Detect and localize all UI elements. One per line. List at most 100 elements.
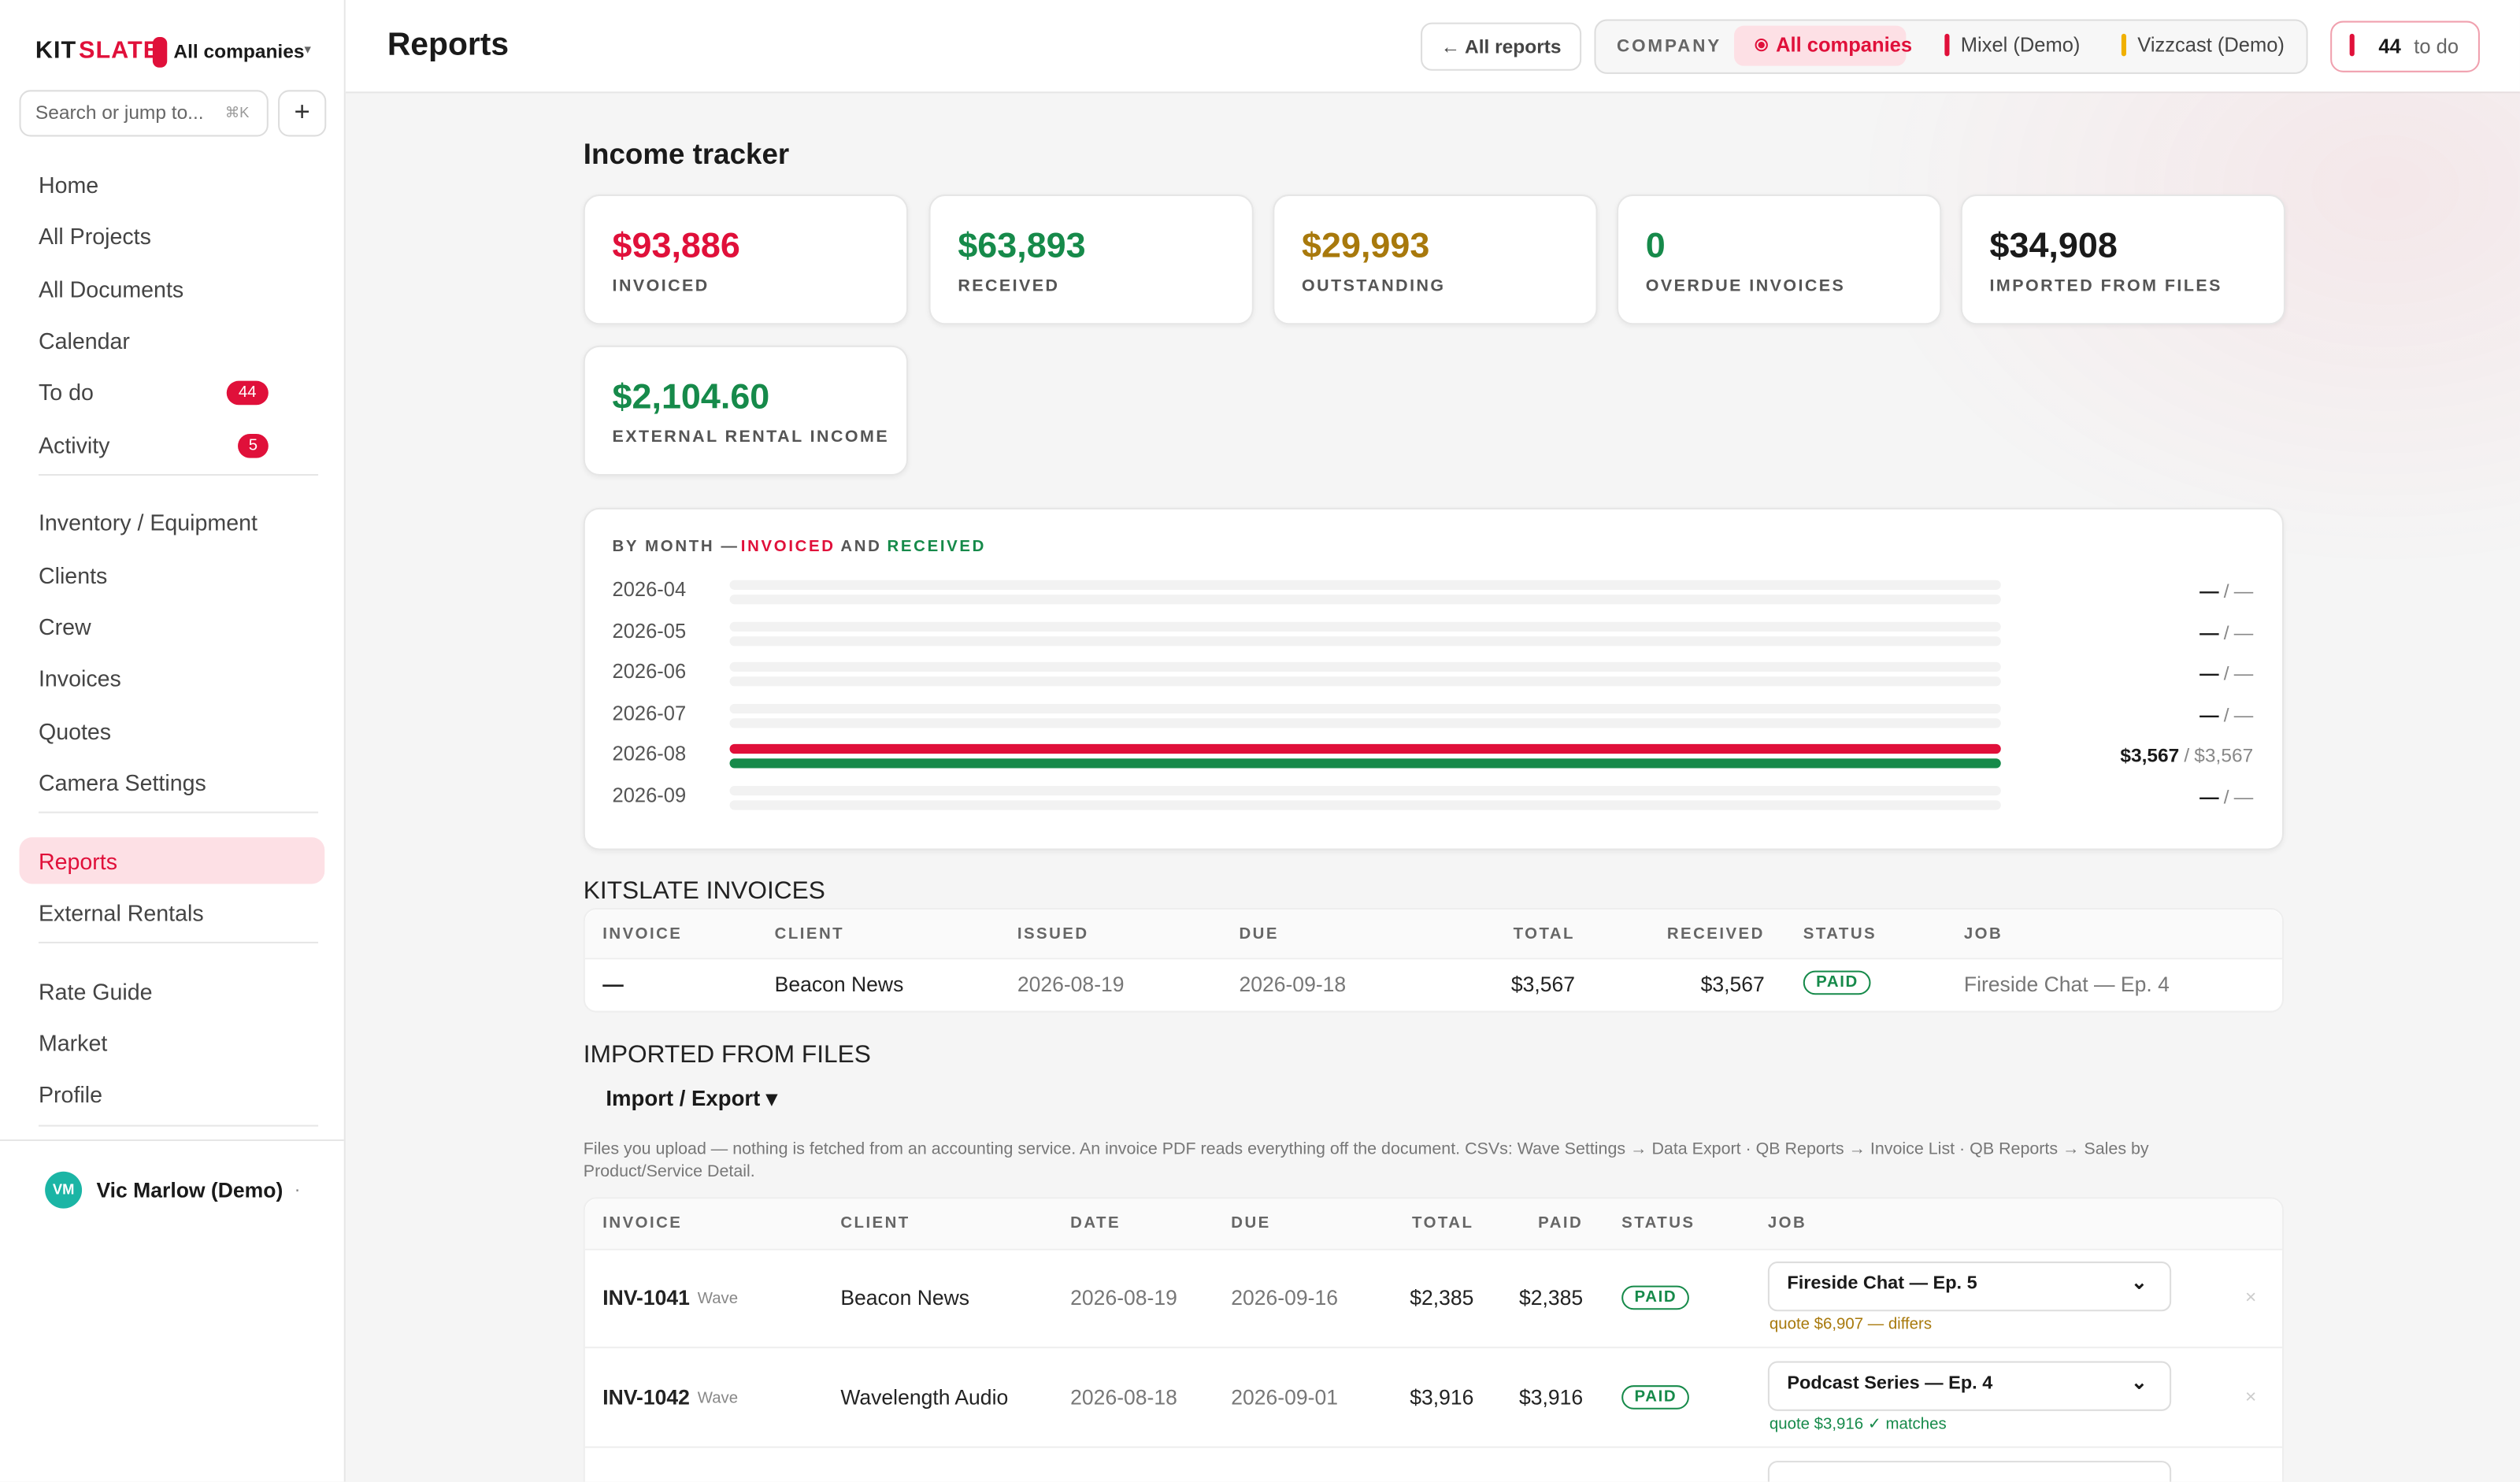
column-header: INVOICE: [602, 1214, 683, 1233]
cell: Fireside Chat — Ep. 4: [1963, 972, 2170, 997]
bg-glow: [1847, 91, 2520, 574]
job-match: quote $3,916 ✓ matches: [1769, 1415, 1947, 1434]
job-select-caret: ⌄: [2131, 1271, 2148, 1294]
nav-item[interactable]: Clients: [38, 561, 108, 588]
cell: Beacon News: [774, 972, 904, 997]
nav-item[interactable]: External Rentals: [38, 899, 204, 926]
bar-track: [729, 661, 2001, 672]
new-button[interactable]: +: [278, 90, 327, 137]
company-option[interactable]: All companies: [1776, 33, 1913, 57]
company-group: [1594, 19, 2308, 74]
cell: 2026-08-19: [1017, 972, 1125, 997]
bar-track: [729, 635, 2001, 646]
column-header: TOTAL: [1513, 925, 1575, 943]
stat-value: 0: [1645, 224, 1666, 265]
nav-item[interactable]: Invoices: [38, 665, 121, 691]
bar-track: [729, 702, 2001, 713]
nav-item[interactable]: Crew: [38, 613, 91, 640]
column-header: DUE: [1239, 925, 1279, 943]
status-pill: PAID: [1803, 970, 1872, 995]
nav-item[interactable]: Quotes: [38, 717, 112, 743]
month-invoiced: —: [2199, 580, 2219, 603]
bar-track: [729, 676, 2001, 687]
bar-track: [729, 799, 2001, 810]
stat-card: [1617, 194, 1942, 325]
job-select-value: Podcast Series — Ep. 4: [1787, 1373, 1993, 1394]
column-header: ISSUED: [1017, 925, 1089, 943]
job-select[interactable]: [1767, 1262, 2172, 1312]
month-received: —: [2233, 580, 2254, 603]
bar-track: [729, 743, 2001, 754]
nav-item[interactable]: All Projects: [38, 224, 151, 250]
stat-label: IMPORTED FROM FILES: [1989, 276, 2222, 296]
nav-item[interactable]: Activity: [38, 431, 110, 458]
nav-item[interactable]: Market: [38, 1030, 108, 1056]
nav-item[interactable]: Profile: [38, 1082, 102, 1108]
nav-item[interactable]: Camera Settings: [38, 769, 206, 795]
nav-item[interactable]: Calendar: [38, 328, 130, 354]
month-label: 2026-09: [612, 783, 687, 806]
month-received: —: [2233, 702, 2254, 726]
nav-badge: 5: [238, 432, 269, 458]
month-sep: /: [2223, 784, 2229, 808]
stat-label: OVERDUE INVOICES: [1645, 276, 1846, 296]
nav-divider: [38, 473, 319, 476]
month-received: —: [2233, 661, 2254, 685]
caret: ▼: [302, 45, 313, 57]
month-heading-received: RECEIVED: [887, 538, 987, 557]
status-pill: PAID: [1621, 1285, 1690, 1310]
avatar: VM: [45, 1171, 83, 1209]
company-dot: [1755, 38, 1768, 52]
user-name[interactable]: Vic Marlow (Demo): [96, 1177, 284, 1202]
search-box[interactable]: [19, 90, 269, 137]
cell: 2026-09-01: [1231, 1385, 1338, 1410]
job-select[interactable]: [1767, 1361, 2172, 1411]
stat-value: $34,908: [1989, 224, 2118, 265]
sidebar-footer-line: [0, 1139, 344, 1141]
company-option[interactable]: Vizzcast (Demo): [2137, 33, 2285, 57]
invoice-source: Wave: [697, 1290, 739, 1309]
todo-bar: [2349, 33, 2355, 57]
nav-item[interactable]: Rate Guide: [38, 978, 153, 1004]
cell: $3,567: [1510, 972, 1575, 997]
bar-track: [729, 621, 2001, 632]
company-option[interactable]: Mixel (Demo): [1960, 33, 2081, 57]
brand-pill: [152, 36, 168, 68]
nav-item[interactable]: Home: [38, 172, 99, 198]
cell: 2026-08-19: [1070, 1285, 1177, 1310]
nav-item[interactable]: Reports: [38, 847, 118, 874]
nav-divider: [38, 942, 319, 944]
back-button[interactable]: ← All reports: [1421, 22, 1582, 71]
remove-button[interactable]: ×: [2244, 1285, 2257, 1309]
column-header: INVOICE: [602, 925, 683, 943]
month-label: 2026-04: [612, 578, 687, 602]
table-header-bg: [584, 910, 2282, 960]
todo-count: 44: [2378, 35, 2401, 58]
cell: INV-1042: [602, 1385, 690, 1410]
stat-card: [928, 194, 1254, 325]
month-invoiced: —: [2199, 621, 2219, 644]
remove-button[interactable]: ×: [2244, 1385, 2257, 1408]
column-header: RECEIVED: [1666, 925, 1765, 943]
month-amounts: — / —: [2199, 580, 2253, 603]
todo-label: to do: [2414, 35, 2459, 58]
todo-button[interactable]: [2330, 20, 2480, 72]
menu-button[interactable]: Import / Export ▾: [606, 1086, 777, 1111]
row-divider: [584, 1347, 2282, 1349]
stat-card: [583, 345, 909, 476]
nav-item[interactable]: To do: [38, 380, 94, 406]
user-menu[interactable]: ·: [294, 1177, 301, 1201]
nav-item[interactable]: All Documents: [38, 276, 184, 302]
month-sep: /: [2184, 743, 2190, 767]
job-select[interactable]: [1767, 1461, 2172, 1482]
nav-item[interactable]: Inventory / Equipment: [38, 509, 258, 536]
stat-label: EXTERNAL RENTAL INCOME: [612, 427, 890, 447]
column-header: JOB: [1963, 925, 2003, 943]
column-header: STATUS: [1621, 1214, 1695, 1233]
company-switcher[interactable]: All companies: [173, 40, 305, 63]
job-match: quote $6,907 — differs: [1769, 1316, 1933, 1334]
bar-track: [729, 784, 2001, 795]
stat-card: [1273, 194, 1598, 325]
section-heading: KITSLATE INVOICES: [583, 877, 825, 905]
